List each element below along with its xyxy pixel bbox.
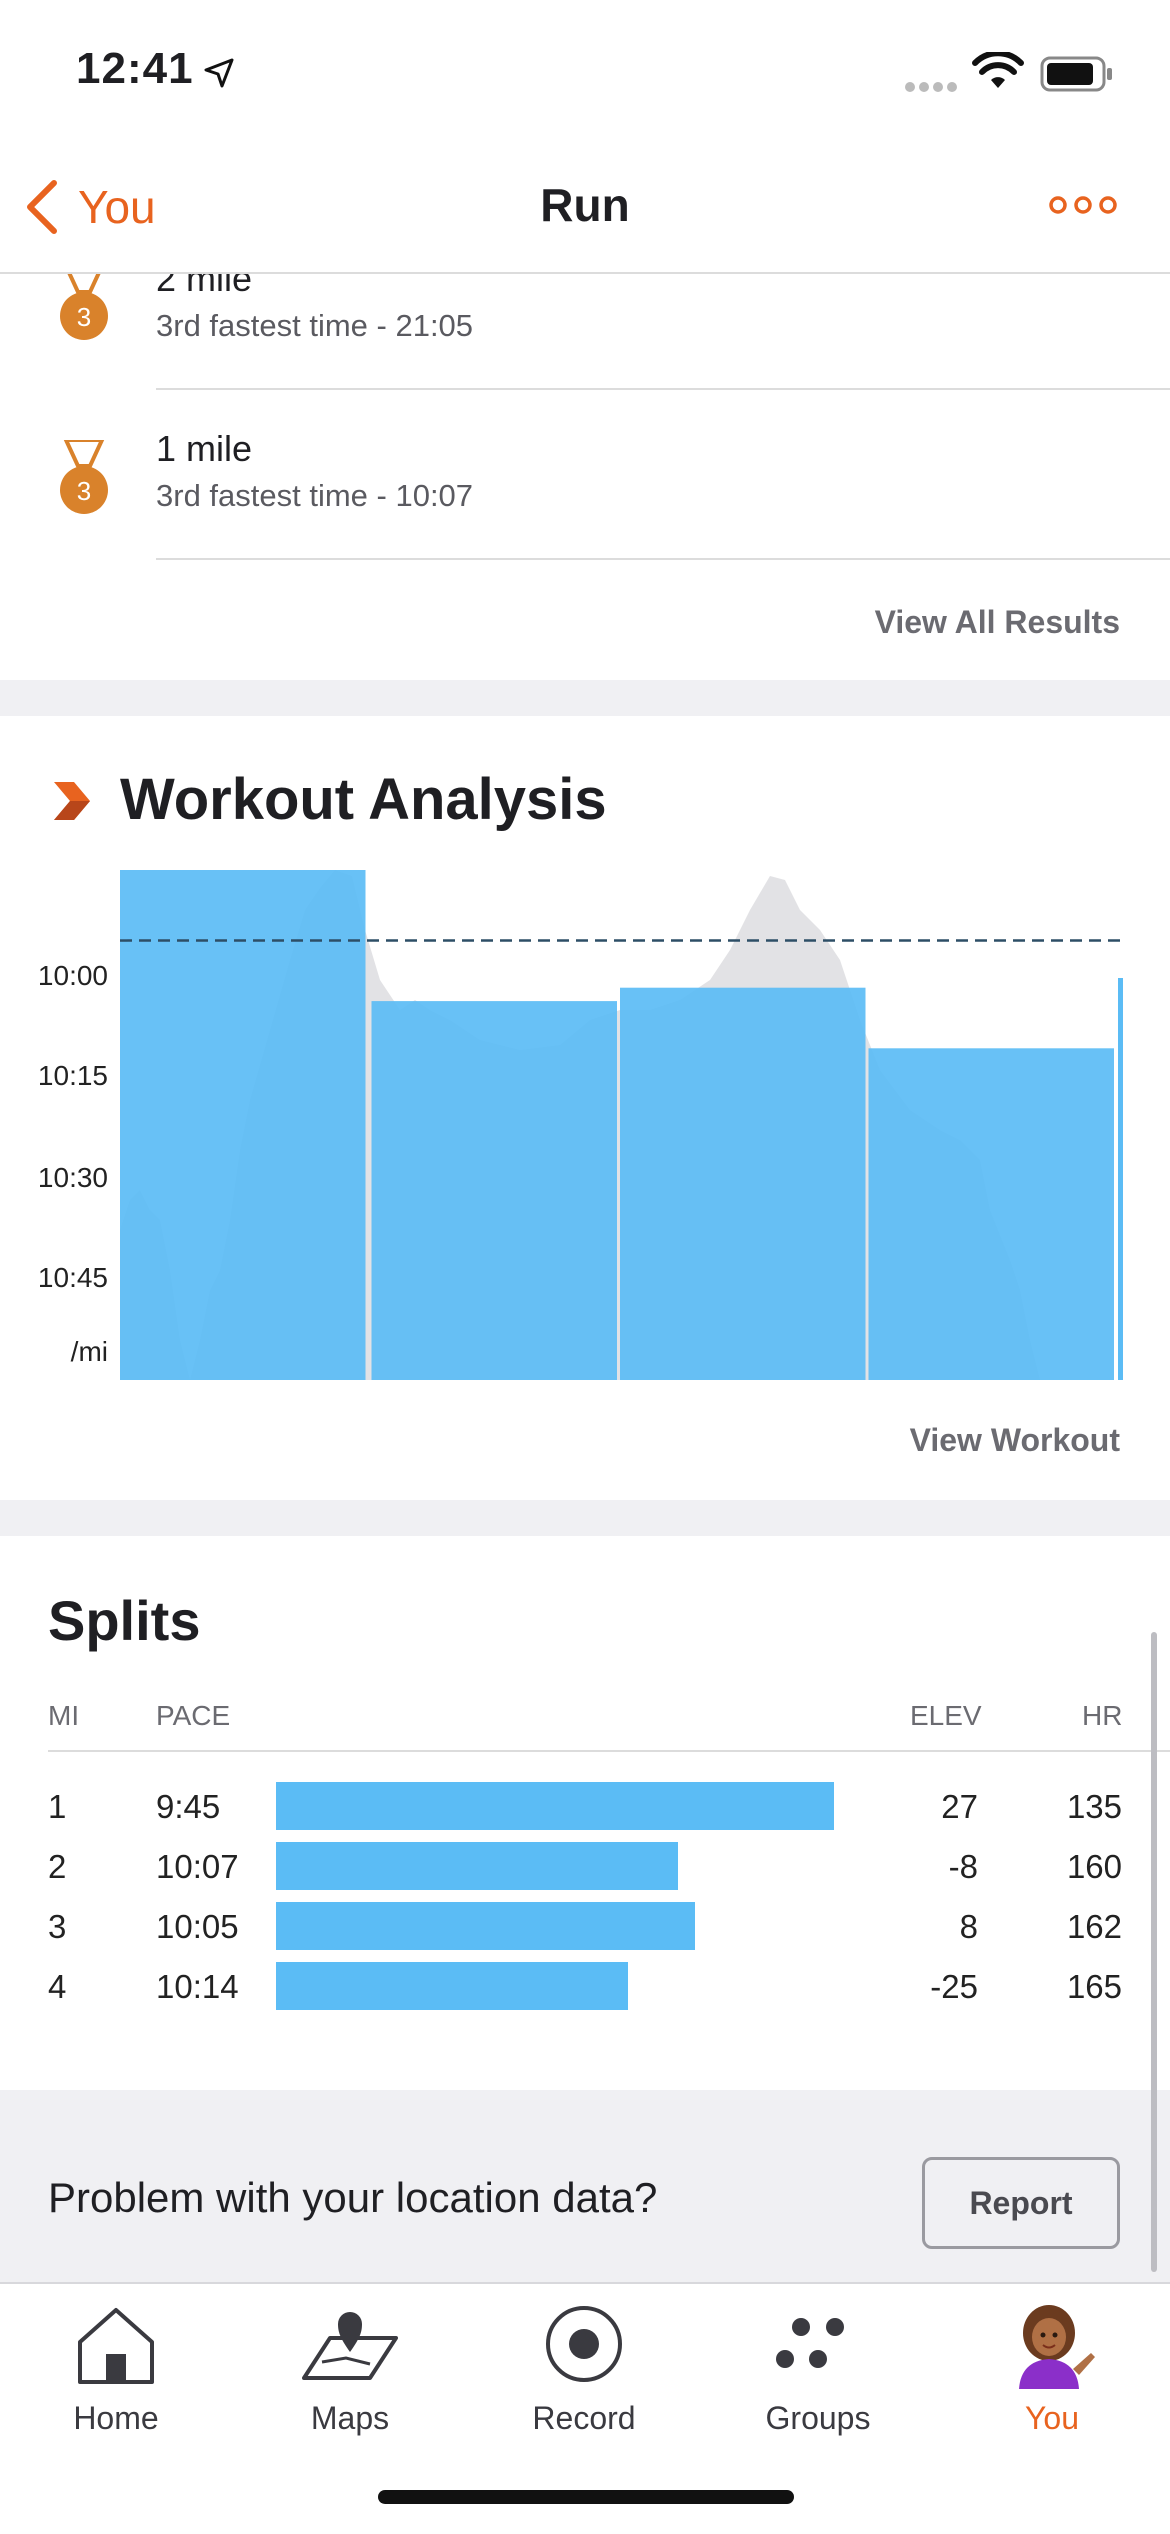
- pace-bar-partial: [1118, 978, 1123, 1380]
- status-time: 12:41: [76, 44, 194, 93]
- y-unit-label: /mi: [70, 1336, 108, 1367]
- back-button[interactable]: You: [24, 172, 156, 242]
- split-pace-bar: [276, 1902, 695, 1950]
- split-elev: 27: [941, 1788, 978, 1825]
- split-mile: 1: [48, 1788, 67, 1825]
- result-subtitle: 3rd fastest time - 10:07: [156, 478, 474, 513]
- split-hr: 165: [1066, 1968, 1122, 2005]
- battery-icon: [1040, 56, 1112, 92]
- more-options-icon[interactable]: [1048, 190, 1118, 220]
- tab-maps[interactable]: Maps: [250, 2290, 450, 2450]
- page-title: Run: [540, 179, 630, 231]
- split-elev: -8: [948, 1848, 978, 1885]
- medal-icon: 3: [60, 440, 108, 514]
- home-indicator: [378, 2490, 794, 2504]
- split-pace: 9:45: [156, 1788, 221, 1825]
- tab-home[interactable]: Home: [16, 2290, 216, 2450]
- split-mile: 3: [48, 1908, 67, 1945]
- y-tick-label: 10:30: [37, 1162, 108, 1193]
- split-mile: 4: [48, 1968, 67, 2005]
- col-header-mi: MI: [48, 1700, 80, 1731]
- col-header-pace: PACE: [156, 1700, 231, 1731]
- avatar-icon: [1019, 2305, 1095, 2389]
- workout-analysis-title: Workout Analysis: [120, 767, 607, 832]
- navigation-bar: [0, 150, 1170, 274]
- splits-header-divider: [48, 1750, 1170, 1752]
- maps-icon: [302, 2312, 398, 2380]
- divider: [156, 558, 1170, 560]
- medal-rank: 3: [77, 476, 91, 506]
- tab-you[interactable]: You: [952, 2290, 1152, 2450]
- split-hr: 135: [1066, 1788, 1122, 1825]
- tab-label: Record: [532, 2400, 636, 2436]
- tab-label: You: [1025, 2400, 1079, 2436]
- split-pace-bar: [276, 1962, 628, 2010]
- footer-area: [0, 2090, 1170, 2282]
- back-label: You: [78, 181, 156, 233]
- tab-record[interactable]: Record: [484, 2290, 684, 2450]
- location-problem-text: Problem with your location data?: [48, 2174, 658, 2221]
- split-elev: -25: [930, 1968, 978, 2005]
- result-title: 2 mile: [156, 274, 253, 299]
- split-elev: 8: [959, 1908, 978, 1945]
- home-icon: [78, 2308, 154, 2384]
- split-pace: 10:14: [156, 1968, 239, 2005]
- tab-groups[interactable]: Groups: [718, 2290, 918, 2450]
- y-tick-label: 10:45: [37, 1262, 108, 1293]
- col-header-hr: HR: [1082, 1700, 1123, 1731]
- col-header-elev: ELEV: [910, 1700, 982, 1731]
- signal-dots-icon: [905, 82, 957, 92]
- result-title: 1 mile: [156, 428, 253, 469]
- split-hr: 162: [1066, 1908, 1122, 1945]
- result-subtitle: 3rd fastest time - 21:05: [156, 308, 474, 343]
- scrollbar[interactable]: [1151, 1632, 1157, 2272]
- split-hr: 160: [1066, 1848, 1122, 1885]
- section-gap: [0, 1500, 1170, 1536]
- tab-label: Groups: [765, 2400, 871, 2436]
- pace-bar[interactable]: [371, 1001, 618, 1380]
- section-gap: [0, 680, 1170, 716]
- y-tick-label: 10:15: [37, 1060, 108, 1091]
- split-pace: 10:07: [156, 1848, 239, 1885]
- wifi-icon: [972, 52, 1024, 88]
- tab-label: Home: [73, 2400, 159, 2436]
- pace-bar[interactable]: [868, 1048, 1115, 1380]
- y-tick-label: 10:00: [37, 960, 108, 991]
- view-workout-link[interactable]: View Workout: [909, 1422, 1120, 1458]
- record-icon: [546, 2306, 622, 2382]
- divider: [156, 388, 1170, 390]
- report-button[interactable]: Report: [922, 2157, 1120, 2249]
- pace-bar[interactable]: [620, 987, 866, 1380]
- medal-icon: 3: [60, 274, 108, 340]
- split-pace-bar: [276, 1842, 678, 1890]
- medal-rank: 3: [77, 302, 91, 332]
- tab-label: Maps: [310, 2400, 390, 2436]
- pace-chart[interactable]: [120, 870, 1124, 1380]
- location-arrow-icon: [204, 58, 234, 88]
- chevron-left-icon: [27, 180, 57, 234]
- split-pace: 10:05: [156, 1908, 239, 1945]
- split-mile: 2: [48, 1848, 67, 1885]
- split-pace-bar: [276, 1782, 834, 1830]
- chevron-logo-icon: [54, 782, 90, 820]
- view-all-results-link[interactable]: View All Results: [874, 604, 1120, 640]
- pace-bar[interactable]: [120, 870, 366, 1380]
- results-list: 3 2 mile 3rd fastest time - 21:05 3 1 mi…: [0, 274, 1170, 674]
- groups-icon: [776, 2318, 844, 2368]
- splits-title: Splits: [48, 1589, 201, 1652]
